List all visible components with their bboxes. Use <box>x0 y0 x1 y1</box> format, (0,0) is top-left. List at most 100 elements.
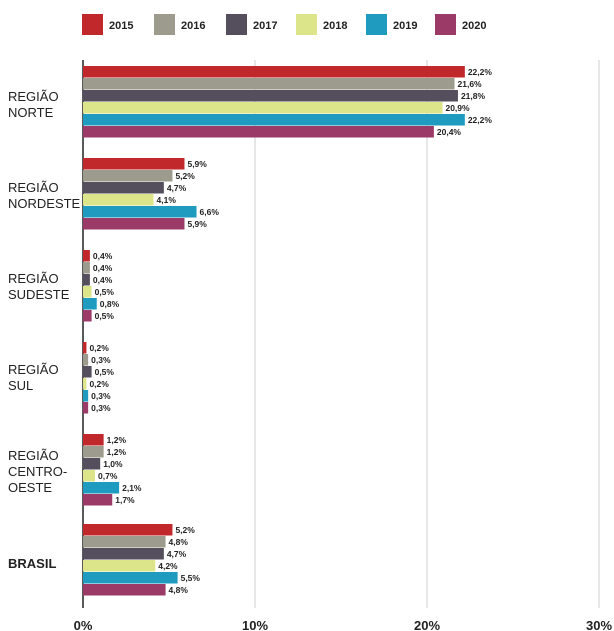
bar <box>83 114 465 126</box>
bar-value-label: 1,0% <box>103 459 123 469</box>
bar-value-labels: 22,2% 21,6% 21,8% 20,9% 22,2% 20,4% 5,9% 5,2% 4,… <box>89 67 492 595</box>
bar <box>83 572 178 584</box>
bar <box>83 446 104 458</box>
bar-value-label: 2,1% <box>122 483 142 493</box>
legend-swatch-2019 <box>366 14 387 35</box>
bar <box>83 310 92 322</box>
gridlines <box>82 60 600 608</box>
legend-swatch-2017 <box>226 14 247 35</box>
bar <box>83 218 185 230</box>
category-label: BRASIL <box>8 556 56 571</box>
bar <box>83 66 465 78</box>
x-axis: 0% 10% 20% 30% <box>74 618 613 631</box>
bar-value-label: 22,2% <box>468 115 493 125</box>
bar <box>83 470 96 482</box>
legend-swatch-2018 <box>296 14 317 35</box>
bar <box>83 182 164 194</box>
bar <box>83 342 87 354</box>
bar-value-label: 1,2% <box>107 447 127 457</box>
bar-value-label: 0,5% <box>95 311 115 321</box>
category-label: REGIÃO SUDESTE <box>8 271 70 302</box>
bar <box>83 90 458 102</box>
bar <box>83 548 164 560</box>
bar <box>83 378 87 390</box>
bar <box>83 126 434 138</box>
bar <box>83 262 90 274</box>
bar <box>83 286 92 298</box>
bar-value-label: 0,3% <box>91 391 111 401</box>
bar-value-label: 4,7% <box>167 183 187 193</box>
bar <box>83 274 90 286</box>
bar <box>83 482 120 494</box>
bar-value-label: 5,2% <box>175 171 195 181</box>
bar-value-label: 0,4% <box>93 275 113 285</box>
bar-value-label: 0,2% <box>89 379 109 389</box>
bar <box>83 366 92 378</box>
bar <box>83 402 89 414</box>
bar-value-label: 21,6% <box>458 79 483 89</box>
bar-value-label: 0,8% <box>100 299 120 309</box>
category-labels: REGIÃO NORTE REGIÃO NORDESTE REGIÃO SUDESTE RE… <box>8 89 81 571</box>
bar-value-label: 0,5% <box>95 367 115 377</box>
bars <box>83 66 465 596</box>
bar-value-label: 0,4% <box>93 251 113 261</box>
bar <box>83 458 101 470</box>
x-tick-label: 20% <box>414 618 440 631</box>
bar-value-label: 22,2% <box>468 67 493 77</box>
bar-value-label: 5,9% <box>187 159 207 169</box>
category-label: REGIÃO CENTRO-OESTE <box>8 448 67 495</box>
x-tick-label: 10% <box>242 618 268 631</box>
bar-value-label: 4,8% <box>169 585 189 595</box>
bar <box>83 170 173 182</box>
bar <box>83 250 90 262</box>
bar <box>83 78 455 90</box>
bar <box>83 102 443 114</box>
bar-value-label: 1,7% <box>115 495 135 505</box>
bar-value-label: 0,7% <box>98 471 118 481</box>
bar-value-label: 0,5% <box>95 287 115 297</box>
bar-value-label: 20,9% <box>445 103 470 113</box>
bar-value-label: 4,7% <box>167 549 187 559</box>
category-label: REGIÃO NORTE <box>8 89 59 120</box>
category-label: REGIÃO NORDESTE <box>8 180 81 211</box>
bar <box>83 298 97 310</box>
bar <box>83 560 156 572</box>
x-tick-label: 30% <box>586 618 612 631</box>
bar <box>83 194 154 206</box>
legend-label-2016: 2016 <box>181 20 205 32</box>
category-label: REGIÃO SUL <box>8 362 59 393</box>
legend-label-2020: 2020 <box>462 20 486 32</box>
bar <box>83 390 89 402</box>
x-tick-label: 0% <box>74 618 93 631</box>
legend-label-2019: 2019 <box>393 20 417 32</box>
bar-value-label: 21,8% <box>461 91 486 101</box>
bar-value-label: 1,2% <box>107 435 127 445</box>
legend-label-2018: 2018 <box>323 20 347 32</box>
bar <box>83 434 104 446</box>
legend-label-2017: 2017 <box>253 20 277 32</box>
legend-swatch-2016 <box>154 14 175 35</box>
bar <box>83 524 173 536</box>
bar-value-label: 4,8% <box>169 537 189 547</box>
bar-value-label: 4,1% <box>157 195 177 205</box>
bar-value-label: 0,3% <box>91 355 111 365</box>
legend-swatch-2015 <box>82 14 103 35</box>
bar <box>83 158 185 170</box>
bar-value-label: 5,2% <box>175 525 195 535</box>
legend-swatch-2020 <box>435 14 456 35</box>
bar <box>83 584 166 596</box>
bar <box>83 354 89 366</box>
legend: 2015 2016 2017 2018 2019 2020 <box>82 14 486 35</box>
bar <box>83 206 197 218</box>
legend-label-2015: 2015 <box>109 20 133 32</box>
bar-value-label: 5,9% <box>187 219 207 229</box>
bar-value-label: 20,4% <box>437 127 462 137</box>
bar-value-label: 5,5% <box>181 573 201 583</box>
bar-value-label: 0,2% <box>89 343 109 353</box>
bar-value-label: 4,2% <box>158 561 178 571</box>
bar-value-label: 6,6% <box>200 207 220 217</box>
bar-value-label: 0,4% <box>93 263 113 273</box>
bar <box>83 494 113 506</box>
bar <box>83 536 166 548</box>
